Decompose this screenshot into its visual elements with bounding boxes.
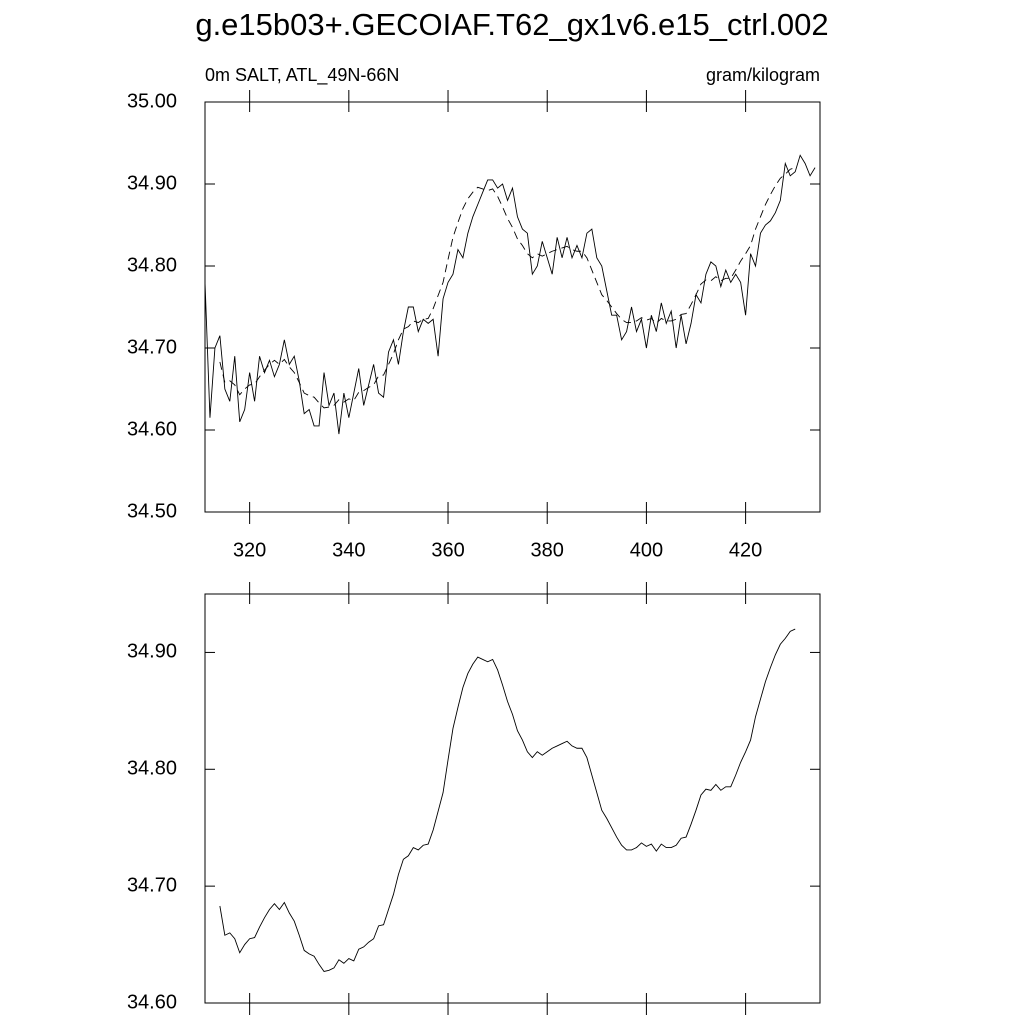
x-tick-label: 360	[431, 539, 464, 561]
y-tick-label: 34.80	[127, 758, 177, 780]
plot-frame	[204, 593, 821, 1004]
data-line	[219, 628, 796, 972]
y-tick-label: 34.70	[127, 336, 177, 358]
y-tick-label: 34.70	[127, 874, 177, 896]
y-tick-label: 35.00	[127, 90, 177, 112]
y-tick-label: 34.90	[127, 172, 177, 194]
chart-title: g.e15b03+.GECOIAF.T62_gx1v6.e15_ctrl.002	[195, 7, 828, 42]
x-tick-label: 340	[332, 539, 365, 561]
x-tick-label: 320	[233, 539, 266, 561]
y-tick-label: 34.90	[127, 641, 177, 663]
plot-frame	[204, 101, 821, 513]
x-tick-label: 380	[531, 539, 564, 561]
x-tick-label: 420	[729, 539, 762, 561]
x-tick-label: 400	[630, 539, 663, 561]
subtitle-left: 0m SALT, ATL_49N-66N	[205, 65, 399, 86]
y-tick-label: 34.50	[127, 500, 177, 522]
y-tick-label: 34.60	[127, 991, 177, 1013]
data-line	[219, 167, 796, 409]
y-tick-label: 34.60	[127, 418, 177, 440]
subtitle-right: gram/kilogram	[706, 65, 820, 85]
y-tick-label: 34.80	[127, 254, 177, 276]
data-line	[204, 154, 816, 435]
